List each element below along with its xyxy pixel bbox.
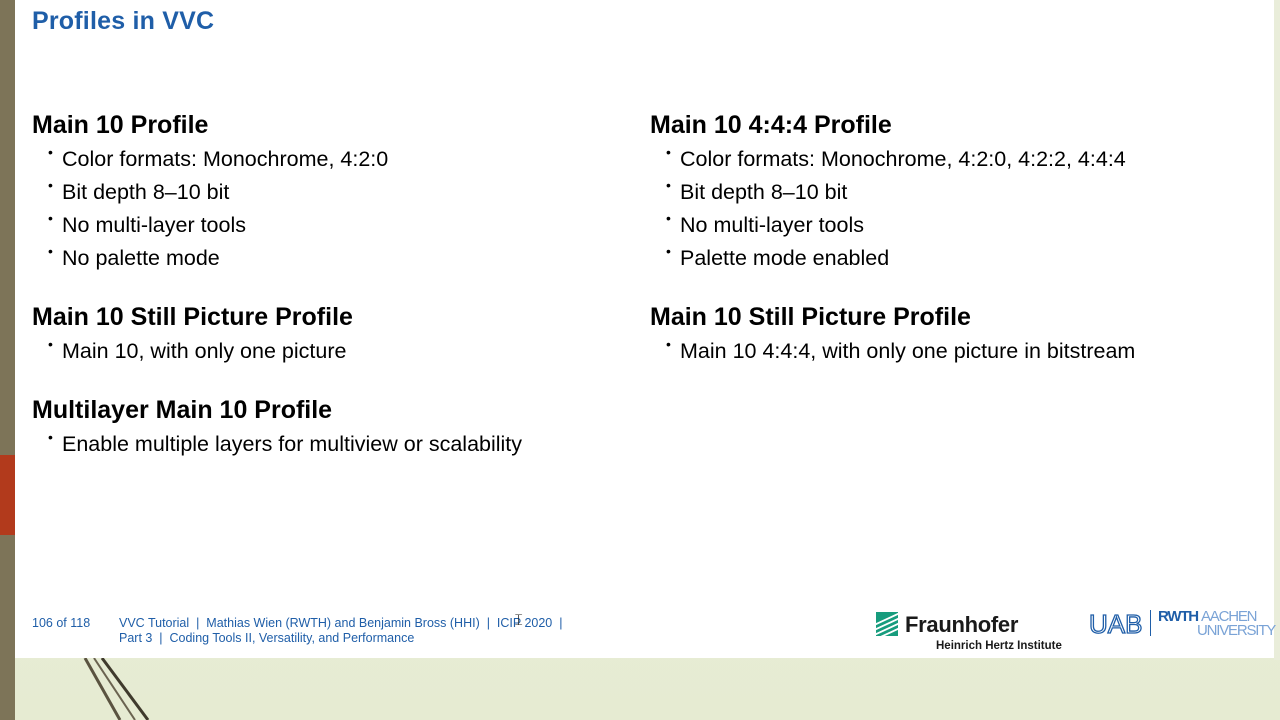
bullet-item: • Main 10 4:4:4, with only one picture in… (666, 336, 1136, 363)
bullet-item: • Bit depth 8–10 bit (666, 177, 848, 204)
rwth-logo: RWTH AACHEN UNIVERSITY (1158, 608, 1276, 640)
rwth-logo-bold: RWTH (1158, 608, 1199, 625)
bullet-item: • No multi-layer tools (48, 210, 246, 237)
slide-canvas: Profiles in VVC Main 10 Profile • Color f… (15, 0, 1274, 658)
bullet-item: • Enable multiple layers for multiview or… (48, 429, 523, 456)
fraunhofer-subtitle: Heinrich Hertz Institute (936, 640, 1062, 652)
logo-divider (1150, 610, 1151, 636)
rwth-logo-university: UNIVERSITY (1197, 622, 1276, 639)
presentation-left-accent (0, 455, 15, 535)
fraunhofer-logo: Fraunhofer Heinrich Hertz Institute (876, 610, 1076, 656)
presentation-right-edge (1274, 0, 1280, 660)
slide-title: Profiles in VVC (32, 7, 215, 35)
section-heading-main10: Main 10 Profile (32, 111, 209, 139)
presentation-left-bar (0, 0, 15, 720)
text-cursor-icon: 𝙸 (513, 612, 525, 629)
bullet-item: • No multi-layer tools (666, 210, 864, 237)
rwth-logo-aachen: AACHEN (1201, 608, 1258, 625)
fraunhofer-mark-icon (876, 612, 898, 641)
section-heading-main10-444-still: Main 10 Still Picture Profile (650, 303, 971, 331)
bullet-item: • Main 10, with only one picture (48, 336, 347, 363)
fraunhofer-name: Fraunhofer (905, 612, 1019, 637)
bullet-item: • Color formats: Monochrome, 4:2:0 (48, 144, 389, 171)
decorative-lines (83, 658, 150, 720)
section-heading-multilayer: Multilayer Main 10 Profile (32, 396, 333, 424)
section-heading-main10-444: Main 10 4:4:4 Profile (650, 111, 892, 139)
bullet-item: • Palette mode enabled (666, 243, 890, 270)
bullet-item: • Color formats: Monochrome, 4:2:0, 4:2:2… (666, 144, 1126, 171)
bullet-item: • No palette mode (48, 243, 220, 270)
footer-line-2: Part 3 | Coding Tools II, Versatility, a… (119, 631, 415, 645)
bullet-item: • Bit depth 8–10 bit (48, 177, 230, 204)
page-number: 106 of 118 (32, 616, 91, 630)
footer-line-1: VVC Tutorial | Mathias Wien (RWTH) and B… (119, 616, 563, 630)
section-heading-main10-still: Main 10 Still Picture Profile (32, 303, 353, 331)
uab-logo: UAB (1088, 608, 1143, 639)
uab-logo-text: UAB (1089, 609, 1142, 639)
